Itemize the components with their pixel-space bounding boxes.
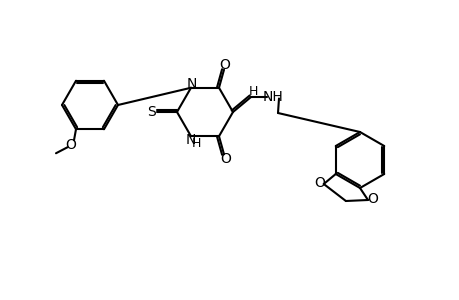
Text: NH: NH	[263, 89, 283, 103]
Text: O: O	[313, 176, 324, 190]
Text: O: O	[219, 58, 230, 72]
Text: O: O	[66, 138, 76, 152]
Text: S: S	[147, 105, 156, 119]
Text: N: N	[186, 77, 196, 91]
Text: H: H	[191, 137, 201, 150]
Text: O: O	[219, 152, 230, 166]
Text: H: H	[248, 85, 257, 98]
Text: N: N	[185, 133, 195, 147]
Text: O: O	[367, 192, 378, 206]
